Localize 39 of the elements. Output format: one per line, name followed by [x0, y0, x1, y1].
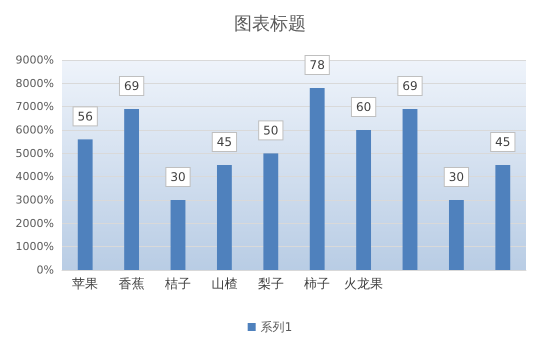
chart-title: 图表标题: [234, 14, 306, 34]
bar: [495, 165, 510, 270]
data-label: 45: [495, 135, 510, 149]
bar: [448, 200, 464, 270]
y-tick-label: 9000%: [16, 54, 54, 66]
legend-label: 系列1: [260, 320, 292, 334]
data-label: 69: [124, 79, 140, 93]
data-label: 30: [170, 170, 186, 184]
bar: [78, 139, 93, 270]
x-tick-label: 桔子: [164, 277, 191, 292]
x-tick-label: 苹果: [72, 277, 98, 292]
y-tick-label: 3000%: [16, 194, 54, 206]
y-tick-label: 5000%: [16, 146, 54, 160]
data-label: 30: [448, 170, 464, 184]
bar: [356, 130, 372, 270]
y-tick-label: 6000%: [16, 124, 54, 136]
bar: [170, 200, 186, 270]
y-tick-label: 4000%: [16, 170, 54, 184]
x-tick-label: 火龙果: [344, 277, 384, 292]
data-label: 69: [402, 79, 418, 93]
data-label: 56: [78, 109, 93, 124]
y-tick-label: 0%: [36, 264, 54, 276]
data-label: 45: [216, 135, 232, 149]
bar: [263, 153, 278, 270]
y-tick-label: 8000%: [16, 76, 54, 90]
bar: [310, 88, 325, 270]
x-tick-label: 山楂: [211, 277, 238, 292]
x-tick-label: 香蕉: [118, 277, 145, 292]
y-tick-label: 1000%: [16, 240, 54, 254]
x-tick-label: 梨子: [258, 277, 284, 292]
data-label: 50: [263, 123, 278, 138]
data-label: 60: [356, 100, 372, 114]
y-tick-label: 2000%: [16, 216, 54, 230]
x-tick-label: 柿子: [304, 277, 330, 292]
bar: [402, 109, 418, 270]
y-tick-label: 7000%: [16, 100, 54, 114]
bar: [216, 165, 232, 270]
bar: [124, 109, 140, 270]
data-label: 78: [310, 58, 325, 72]
